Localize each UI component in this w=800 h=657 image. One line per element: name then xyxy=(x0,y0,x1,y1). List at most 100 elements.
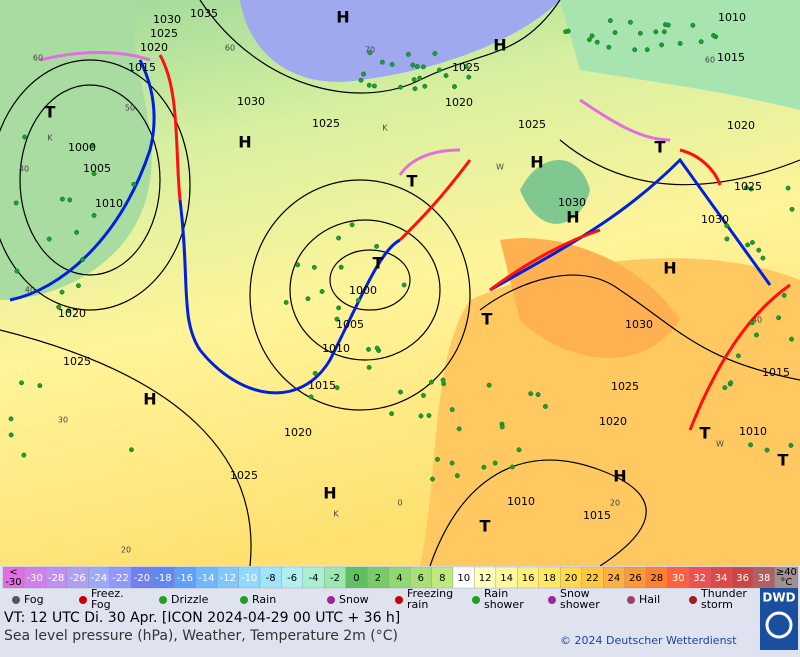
pressure-center: T xyxy=(778,451,789,470)
rain-symbol xyxy=(756,247,762,253)
rain-symbol xyxy=(338,264,344,270)
rain-symbol xyxy=(349,222,355,228)
scale-label: 2 xyxy=(375,573,381,584)
isobar-label: 1000 xyxy=(349,284,377,297)
pressure-center: H xyxy=(143,390,156,409)
rain-symbol xyxy=(8,432,14,438)
temperature-label: K xyxy=(382,124,388,133)
pressure-center: H xyxy=(566,208,579,227)
rain-symbol xyxy=(389,411,395,417)
isobar-label: 1025 xyxy=(518,118,546,131)
isobar-label: 1030 xyxy=(701,213,729,226)
logo-text: DWD xyxy=(762,591,795,605)
rain-symbol xyxy=(789,206,795,212)
scale-label: 34 xyxy=(715,573,728,584)
rain-symbol xyxy=(91,171,97,177)
pressure-center: H xyxy=(663,259,676,278)
rain-symbol xyxy=(748,442,754,448)
scale-label: -30 xyxy=(5,577,21,588)
pressure-center: T xyxy=(373,254,384,273)
scale-label: -6 xyxy=(287,573,297,584)
rain-symbol xyxy=(312,370,318,376)
legend-symbol xyxy=(472,596,480,604)
temperature-label: W xyxy=(716,440,724,449)
footer-description: Sea level pressure (hPa), Weather, Tempe… xyxy=(4,628,398,644)
rain-symbol xyxy=(422,83,428,89)
rain-symbol xyxy=(367,50,373,56)
scale-label: -26 xyxy=(69,573,85,584)
rain-symbol xyxy=(466,74,472,80)
rain-symbol xyxy=(677,41,683,46)
scale-label: -22 xyxy=(112,573,128,584)
rain-symbol xyxy=(594,39,600,45)
isobar-label: 1000 xyxy=(68,141,96,154)
isobar-label: 1015 xyxy=(762,366,790,379)
rain-symbol xyxy=(499,424,505,430)
isobar-label: 1020 xyxy=(727,119,755,132)
rain-symbol xyxy=(535,392,541,398)
rain-symbol xyxy=(366,346,371,352)
temperature-label: 40 xyxy=(25,286,35,295)
rain-symbol xyxy=(659,42,665,48)
isobar-label: 1030 xyxy=(558,196,586,209)
isobar-label: 1010 xyxy=(95,197,123,210)
rain-symbol xyxy=(563,29,569,35)
scale-label: -30 xyxy=(27,573,43,584)
temperature-label: 60 xyxy=(225,44,235,53)
legend-symbol xyxy=(327,596,335,604)
rain-symbol xyxy=(418,413,424,419)
isobar-label: 1005 xyxy=(336,318,364,331)
rain-symbol xyxy=(401,282,407,288)
rain-symbol xyxy=(398,389,403,395)
scale-label: -8 xyxy=(266,573,276,584)
isobar-label: 1025 xyxy=(734,180,762,193)
rain-symbol xyxy=(516,447,522,453)
warm-front xyxy=(679,148,722,186)
rain-symbol xyxy=(440,377,446,383)
rain-symbol xyxy=(308,394,314,400)
rain-symbol xyxy=(59,196,65,202)
legend-label: Hail xyxy=(639,593,660,606)
rain-symbol xyxy=(91,213,97,218)
rain-symbol xyxy=(789,336,794,342)
temperature-label: 50 xyxy=(125,104,135,113)
legend-symbol xyxy=(627,596,635,604)
isobar-label: 1010 xyxy=(718,11,746,24)
rain-symbol xyxy=(492,460,498,466)
rain-symbol xyxy=(749,320,755,326)
legend-label: Thunder storm xyxy=(700,587,747,611)
rain-symbol xyxy=(414,64,420,70)
rain-symbol xyxy=(19,380,24,386)
rain-symbol xyxy=(366,364,372,370)
scale-label: 6 xyxy=(418,573,424,584)
rain-symbol xyxy=(788,442,794,448)
isobar-label: 1020 xyxy=(284,426,312,439)
rain-symbol xyxy=(426,413,432,419)
pressure-center: H xyxy=(238,133,251,152)
scale-label: 10 xyxy=(457,573,470,584)
cold-front xyxy=(178,199,401,395)
scale-label: 24 xyxy=(608,573,621,584)
rain-symbol xyxy=(80,257,85,263)
scale-label: -18 xyxy=(155,573,171,584)
rain-symbol xyxy=(436,67,442,73)
rain-symbol xyxy=(745,242,751,248)
copyright: © 2024 Deutscher Wetterdienst xyxy=(560,634,737,647)
rain-symbol xyxy=(463,64,469,70)
rain-symbol xyxy=(336,235,341,241)
rain-symbol xyxy=(67,197,73,203)
scale-label: -14 xyxy=(198,573,214,584)
legend-label: Freez. Fog xyxy=(91,587,124,611)
rain-symbol xyxy=(311,264,317,270)
rain-symbol xyxy=(13,200,19,206)
rain-symbol xyxy=(74,229,80,235)
temperature-label: K xyxy=(47,134,53,143)
rain-symbol xyxy=(56,304,62,310)
temperature-label: K xyxy=(333,510,339,519)
rain-symbol xyxy=(586,37,592,43)
rain-symbol xyxy=(374,345,380,351)
rain-symbol xyxy=(371,83,377,89)
isobar-label: 1020 xyxy=(445,96,473,109)
temperature-label: 20 xyxy=(121,546,131,555)
rain-symbol xyxy=(89,143,95,149)
